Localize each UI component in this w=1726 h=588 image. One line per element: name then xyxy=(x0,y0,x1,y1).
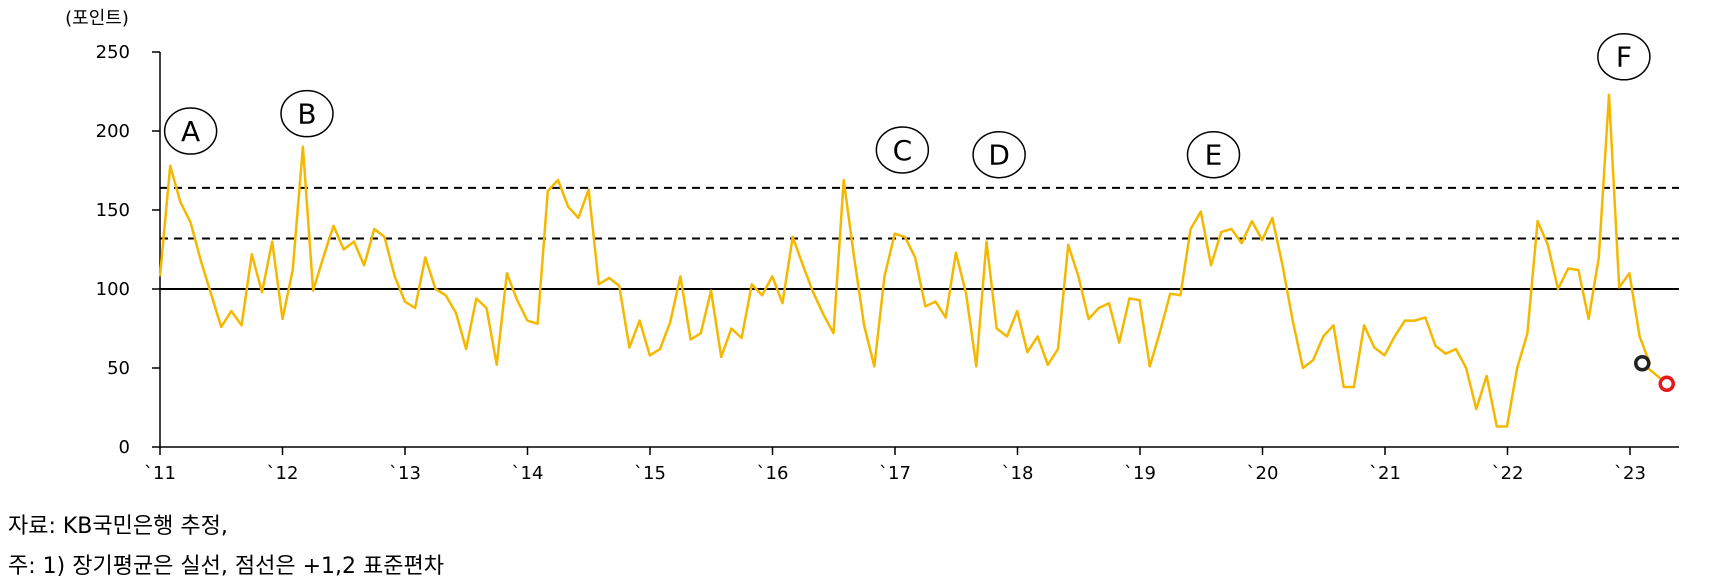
annotation-label: F xyxy=(1616,41,1632,74)
x-tick-label: `23 xyxy=(1614,463,1646,484)
y-tick-label: 50 xyxy=(107,358,130,379)
y-tick-label: 150 xyxy=(96,200,130,221)
x-tick-label: `20 xyxy=(1247,463,1279,484)
annotation-label: B xyxy=(297,98,316,131)
x-tick-label: `22 xyxy=(1492,463,1524,484)
reference-lines xyxy=(160,186,1679,290)
x-tick-label: `13 xyxy=(389,463,421,484)
tick-labels: 0 50 100 150 200 250 (포인트) `11 `12 `13 `14 `15 `16 `1… xyxy=(65,8,1646,484)
y-tick-label: 200 xyxy=(96,121,130,142)
annotation-circle xyxy=(972,130,1026,179)
y-tick-label: 0 xyxy=(119,437,130,458)
annotation-layer: A B C D E F xyxy=(163,32,1651,179)
x-tick-label: `11 xyxy=(144,463,176,484)
annotation-label: D xyxy=(988,139,1010,172)
annotation-label: A xyxy=(181,115,200,148)
x-tick-label: `14 xyxy=(512,463,544,484)
x-tick-label: `17 xyxy=(879,463,911,484)
annotation-label: C xyxy=(893,134,913,167)
annotation-circle xyxy=(280,89,334,138)
annotation-circle xyxy=(163,107,218,155)
annotation-circle xyxy=(1597,32,1651,81)
x-tick-label: `16 xyxy=(757,463,789,484)
x-tick-label: `21 xyxy=(1369,463,1401,484)
annotation-circle xyxy=(875,126,930,174)
x-tick-label: `19 xyxy=(1124,463,1156,484)
y-tick-label: 100 xyxy=(96,279,130,300)
x-tick-label: `18 xyxy=(1002,463,1034,484)
line-chart: A B C D E F 0 50 100 150 200 250 (포인트) `11 `12 `13 `14 `… xyxy=(65,8,1679,484)
annotation-label: E xyxy=(1205,139,1223,172)
point-marker xyxy=(1658,375,1675,393)
footnote: 주: 1) 장기평균은 실선, 점선은 +1,2 표준편차 xyxy=(8,554,444,579)
point-marker xyxy=(1634,355,1651,372)
annotation-circle xyxy=(1186,130,1241,179)
marker-layer xyxy=(1634,355,1675,393)
x-tick-label: `15 xyxy=(634,463,666,484)
source-note: 자료: KB국민은행 추정, xyxy=(8,514,228,539)
axes xyxy=(152,51,1679,455)
x-tick-label: `12 xyxy=(267,463,299,484)
y-unit-label: (포인트) xyxy=(65,8,129,29)
series-line xyxy=(158,93,1668,428)
series-layer xyxy=(158,93,1668,428)
y-tick-label: 250 xyxy=(96,42,130,63)
